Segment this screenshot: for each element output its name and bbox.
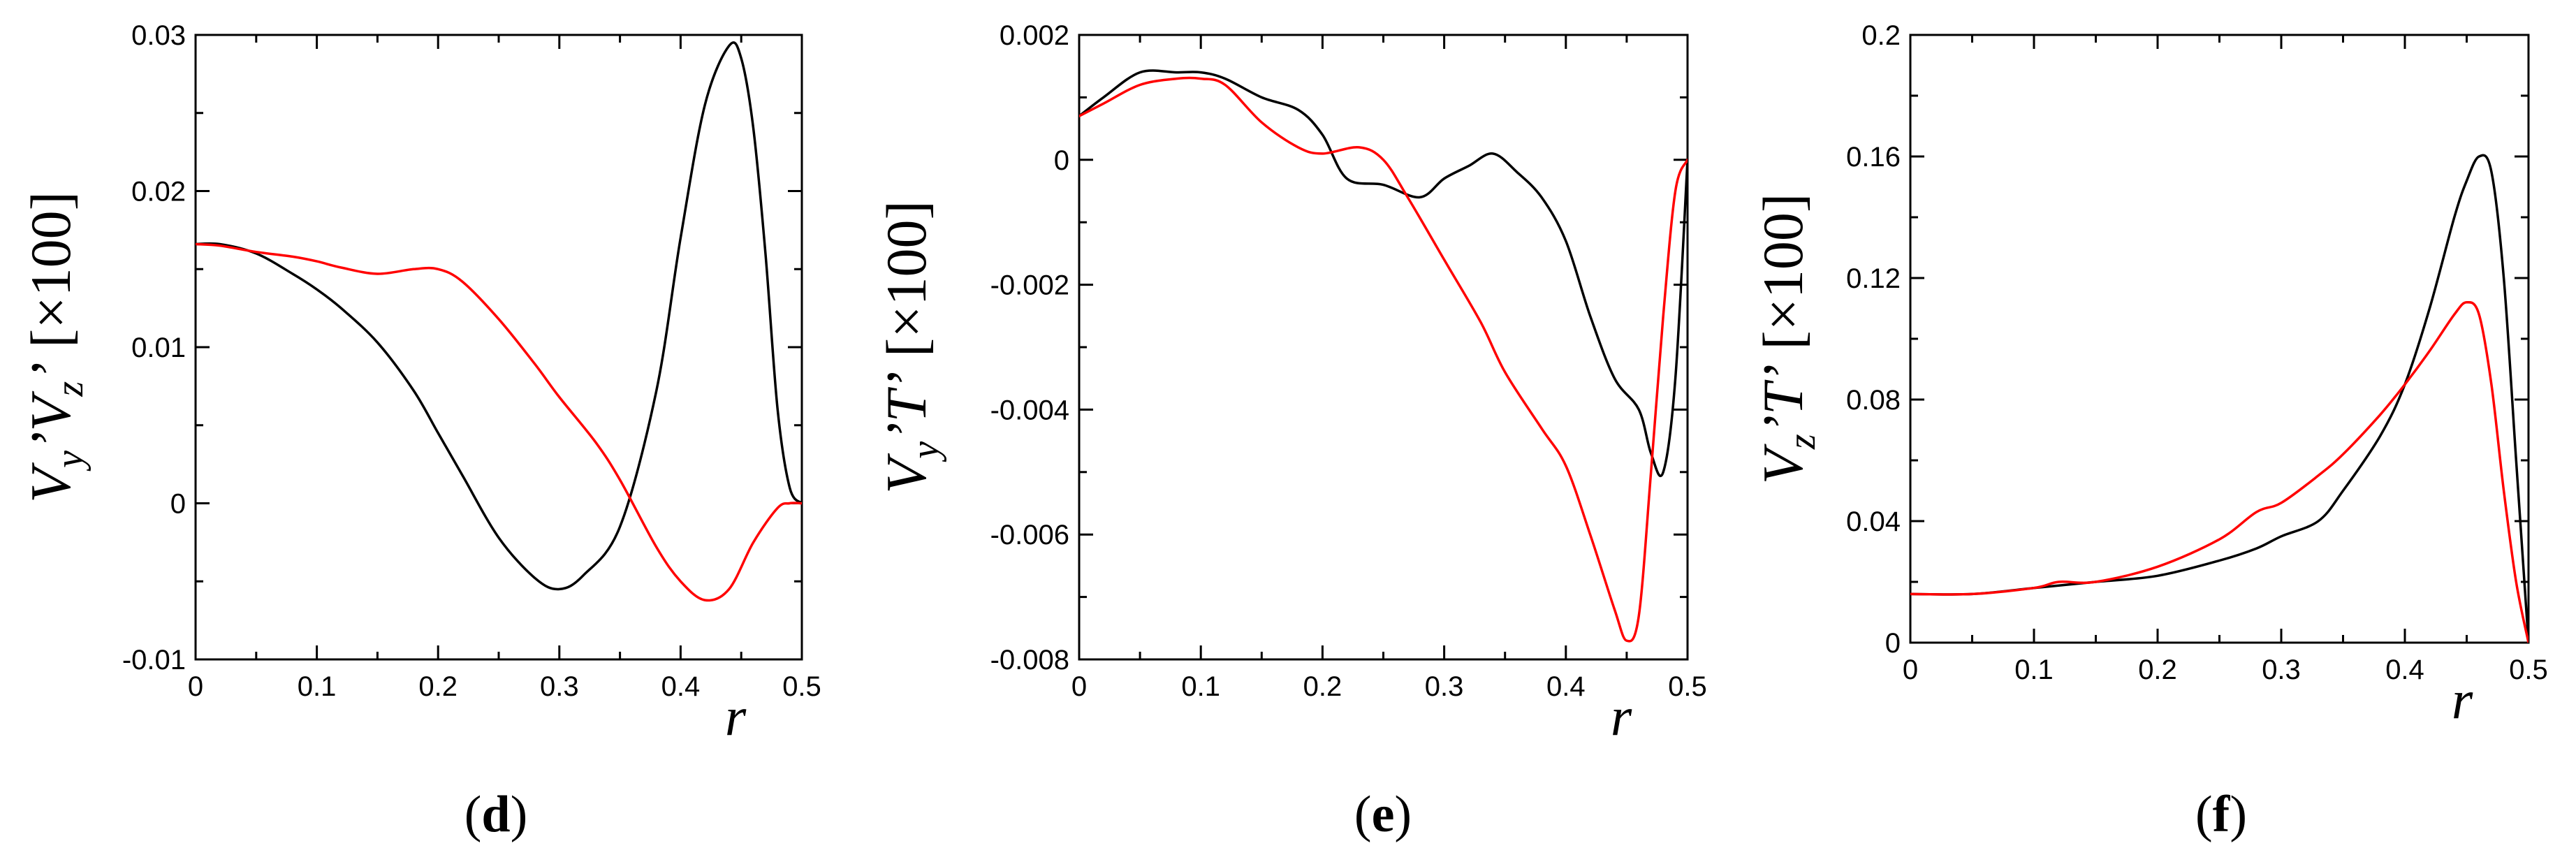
- plot-frame: [194, 34, 803, 661]
- x-tick-label: 0.4: [1546, 671, 1586, 702]
- y-label-prime: ’: [1751, 364, 1815, 383]
- y-label-prime: ’: [874, 423, 938, 441]
- y-tick-label: 0.002: [1000, 20, 1069, 51]
- x-tick-label: 0: [1903, 655, 1918, 685]
- y-label-var: T: [1751, 379, 1815, 415]
- x-tick-label: 0.1: [2014, 655, 2054, 685]
- x-tick-label: 0.2: [1303, 671, 1342, 702]
- caption-paren: (: [1354, 786, 1372, 843]
- series-group: [1910, 154, 2529, 643]
- y-label-subscript: y: [48, 451, 92, 472]
- panel-caption: (e): [1354, 786, 1412, 843]
- plot-frame: [1078, 34, 1689, 661]
- x-tick-label: 0: [188, 671, 203, 702]
- x-tick-label: 0.3: [540, 671, 579, 702]
- x-tick-label: 0.1: [1181, 671, 1220, 702]
- y-tick-label: -0.008: [990, 645, 1069, 675]
- series-group: [1079, 69, 1688, 643]
- x-tick-label: 0.5: [1668, 671, 1707, 702]
- y-tick-label: -0.006: [990, 520, 1069, 550]
- caption-paren: (: [2195, 786, 2213, 843]
- y-tick-label: -0.002: [990, 270, 1069, 301]
- x-tick-label: 0.4: [2385, 655, 2424, 685]
- x-tick-label: 0.5: [2509, 655, 2548, 685]
- x-axis-label: r: [725, 686, 747, 747]
- x-tick-label: 0.5: [782, 671, 821, 702]
- chart-panel-f: 0 0.1 0.2 0.3 0.4 0.500.040.080.120.160.2rVz’…: [1751, 20, 2548, 843]
- series-group: [196, 41, 802, 602]
- y-label-subscript: z: [1780, 434, 1824, 450]
- y-label-var: V: [19, 391, 82, 432]
- y-label-subscript: z: [48, 381, 92, 397]
- x-tick-label: 0: [1071, 671, 1087, 702]
- y-tick-label: 0.16: [1846, 142, 1901, 173]
- y-label-prime: ’: [1751, 415, 1815, 434]
- series-line-red: [196, 242, 802, 602]
- panel-caption: (d): [464, 786, 527, 843]
- y-label-scale: [×100]: [1751, 193, 1815, 364]
- y-tick-label: 0: [1885, 628, 1901, 659]
- series-line-red: [1910, 300, 2529, 643]
- y-tick-label: 0.03: [131, 20, 186, 51]
- y-tick-label: -0.004: [990, 395, 1069, 425]
- chart-panel-d: 0 0.1 0.2 0.3 0.4 0.5-0.0100.010.020.03rVy’Vz…: [19, 20, 821, 843]
- y-tick-label: 0.01: [131, 332, 186, 363]
- series-line-black: [1079, 69, 1688, 478]
- y-label-subscript: y: [904, 441, 947, 462]
- y-label-prime: ’: [19, 362, 82, 381]
- caption-paren: (: [464, 786, 482, 843]
- plot-frame: [1909, 34, 2530, 644]
- x-tick-label: 0.2: [418, 671, 458, 702]
- y-label-var: V: [874, 453, 938, 494]
- y-tick-label: 0: [1054, 145, 1069, 176]
- y-label-prime: ’: [19, 432, 82, 451]
- caption-letter: f: [2213, 786, 2231, 843]
- y-label-prime: ’: [874, 372, 938, 390]
- y-label-var: V: [1751, 444, 1815, 484]
- y-axis-label: Vy’Vz’ [×100]: [19, 191, 92, 503]
- caption-paren: ): [2230, 786, 2247, 843]
- caption-letter: d: [481, 786, 510, 843]
- caption-paren: ): [511, 786, 528, 843]
- y-tick-label: 0.04: [1846, 506, 1901, 537]
- y-label-var: T: [874, 387, 938, 423]
- y-tick-label: -0.01: [122, 645, 186, 675]
- x-tick-label: 0.3: [2262, 655, 2301, 685]
- x-tick-label: 0.2: [2138, 655, 2177, 685]
- chart-panel-e: 0 0.1 0.2 0.3 0.4 0.5 -0.008 -0.006 -0.004 -0.002…: [874, 20, 1707, 843]
- x-axis-label: r: [1611, 686, 1632, 747]
- y-axis-label: Vy’T’ [×100]: [874, 200, 947, 494]
- series-line-black: [196, 41, 802, 591]
- panel-caption: (f): [2195, 786, 2247, 843]
- series-line-red: [1079, 76, 1688, 643]
- y-axis-label: Vz’T’ [×100]: [1751, 193, 1824, 484]
- y-tick-label: 0.12: [1846, 263, 1901, 294]
- y-label-scale: [×100]: [874, 200, 938, 371]
- x-tick-label: 0.1: [298, 671, 337, 702]
- series-line-black: [1910, 154, 2529, 643]
- x-tick-label: 0.4: [661, 671, 701, 702]
- y-tick-label: 0: [170, 489, 186, 520]
- y-tick-label: 0.2: [1861, 20, 1901, 51]
- y-tick-label: 0.02: [131, 177, 186, 207]
- x-axis-label: r: [2452, 669, 2473, 730]
- caption-letter: e: [1372, 786, 1395, 843]
- caption-paren: ): [1394, 786, 1412, 843]
- y-label-var: V: [19, 462, 82, 503]
- y-tick-label: 0.08: [1846, 385, 1901, 416]
- y-label-scale: [×100]: [19, 191, 82, 362]
- x-tick-label: 0.3: [1425, 671, 1464, 702]
